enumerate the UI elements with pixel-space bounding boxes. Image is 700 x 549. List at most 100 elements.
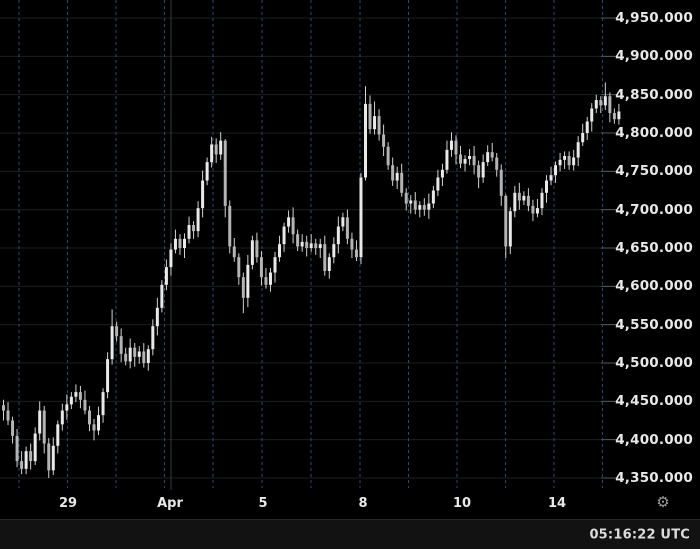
candle-body [38, 410, 42, 434]
price-tick-label: 4,550.000 [615, 316, 693, 333]
price-tick-label: 4,900.000 [615, 48, 693, 65]
candle-body [300, 241, 304, 247]
candle-body [517, 192, 521, 201]
candle-body [155, 307, 159, 327]
candle-body [350, 238, 354, 250]
date-tick-label: 29 [58, 496, 78, 511]
price-tick-label: 4,700.000 [615, 201, 693, 218]
candle-body [282, 226, 286, 245]
candle-body [386, 146, 390, 166]
candle-body [594, 100, 598, 109]
candle-body [142, 351, 146, 363]
candle-body [477, 165, 481, 178]
candlestick-chart[interactable] [0, 0, 700, 519]
status-bar: 05:16:22 UTC [0, 519, 700, 549]
axis-settings-gear-icon[interactable]: ⚙ [656, 493, 670, 511]
candle-body [391, 165, 395, 181]
candle-body [264, 277, 268, 285]
candle-body [56, 424, 60, 446]
candle-body [65, 404, 69, 411]
price-tick-label: 4,800.000 [615, 125, 693, 141]
candle-body [78, 392, 82, 400]
candle-body [246, 264, 250, 298]
candle-body [341, 217, 345, 227]
candle-body [463, 159, 467, 164]
candle-body [490, 152, 494, 158]
date-tick-label: 8 [358, 496, 368, 511]
utc-clock-label[interactable]: 05:16:22 UTC [589, 527, 690, 542]
candle-body [590, 108, 594, 122]
candle-body [558, 159, 562, 166]
candle-body [382, 134, 386, 147]
candle-body [15, 435, 19, 462]
candle-body [255, 240, 259, 258]
candle-body [214, 144, 218, 155]
candle-body [373, 116, 377, 130]
candle-body [486, 152, 490, 163]
candle-body [178, 238, 182, 248]
candle-body [250, 240, 254, 265]
candle-body [459, 154, 463, 164]
candle-body [151, 326, 155, 350]
candle-body [314, 243, 318, 248]
date-tick-label: 10 [452, 496, 472, 511]
candle-body [504, 195, 508, 247]
candle-body [2, 405, 5, 411]
date-tick-label: 14 [547, 496, 567, 511]
candle-body [535, 208, 539, 214]
candle-body [187, 225, 191, 239]
price-tick-label: 4,600.000 [615, 278, 693, 295]
candle-body [572, 157, 576, 166]
candle-body [97, 415, 101, 431]
price-tick-label: 4,950.000 [615, 10, 693, 26]
candle-body [51, 445, 55, 471]
candle-body [146, 349, 150, 363]
price-tick-label: 4,750.000 [615, 163, 693, 180]
price-tick-label: 4,500.000 [615, 355, 693, 371]
chart-plot-area[interactable]: 4,950.000 4,900.000 4,850.000 4,800.000 4,75… [0, 0, 700, 497]
candle-body [60, 410, 64, 425]
candle-body [11, 420, 15, 436]
candle-body [400, 172, 404, 193]
candle-body [196, 208, 200, 232]
candle-body [205, 162, 209, 181]
candle-body [431, 190, 435, 204]
candle-body [110, 326, 114, 360]
candle-body [422, 205, 426, 210]
candle-body [563, 156, 567, 160]
candle-body [567, 156, 571, 166]
candle-body [554, 165, 558, 176]
candle-body [549, 175, 553, 181]
candle-body [241, 277, 245, 298]
candle-body [29, 451, 33, 462]
candle-body [585, 121, 589, 133]
candle-body [69, 396, 73, 405]
candle-body [540, 192, 544, 209]
time-axis[interactable]: 29 Apr 5 8 10 14 ⚙ [0, 490, 700, 519]
candle-body [323, 244, 327, 271]
candle-body [409, 200, 413, 204]
candle-body [268, 272, 272, 285]
candle-body [115, 326, 119, 337]
candle-body [201, 180, 205, 209]
candle-body [101, 392, 105, 416]
candle-body [449, 140, 453, 150]
price-tick-label: 4,650.000 [615, 240, 693, 256]
candle-body [287, 217, 291, 227]
date-tick-label-month: Apr [157, 496, 183, 511]
candle-body [183, 238, 186, 248]
candle-body [526, 195, 530, 206]
candle-body [581, 133, 585, 143]
candle-body [237, 257, 241, 278]
candle-body [468, 156, 472, 160]
candle-body [364, 103, 367, 178]
candle-body [106, 359, 110, 393]
candle-body [368, 103, 372, 130]
candle-body [499, 169, 503, 196]
candle-body [309, 243, 313, 248]
candle-body [617, 111, 621, 120]
candle-body [608, 96, 612, 114]
candle-body [427, 203, 431, 210]
price-tick-label: 4,450.000 [615, 393, 693, 410]
